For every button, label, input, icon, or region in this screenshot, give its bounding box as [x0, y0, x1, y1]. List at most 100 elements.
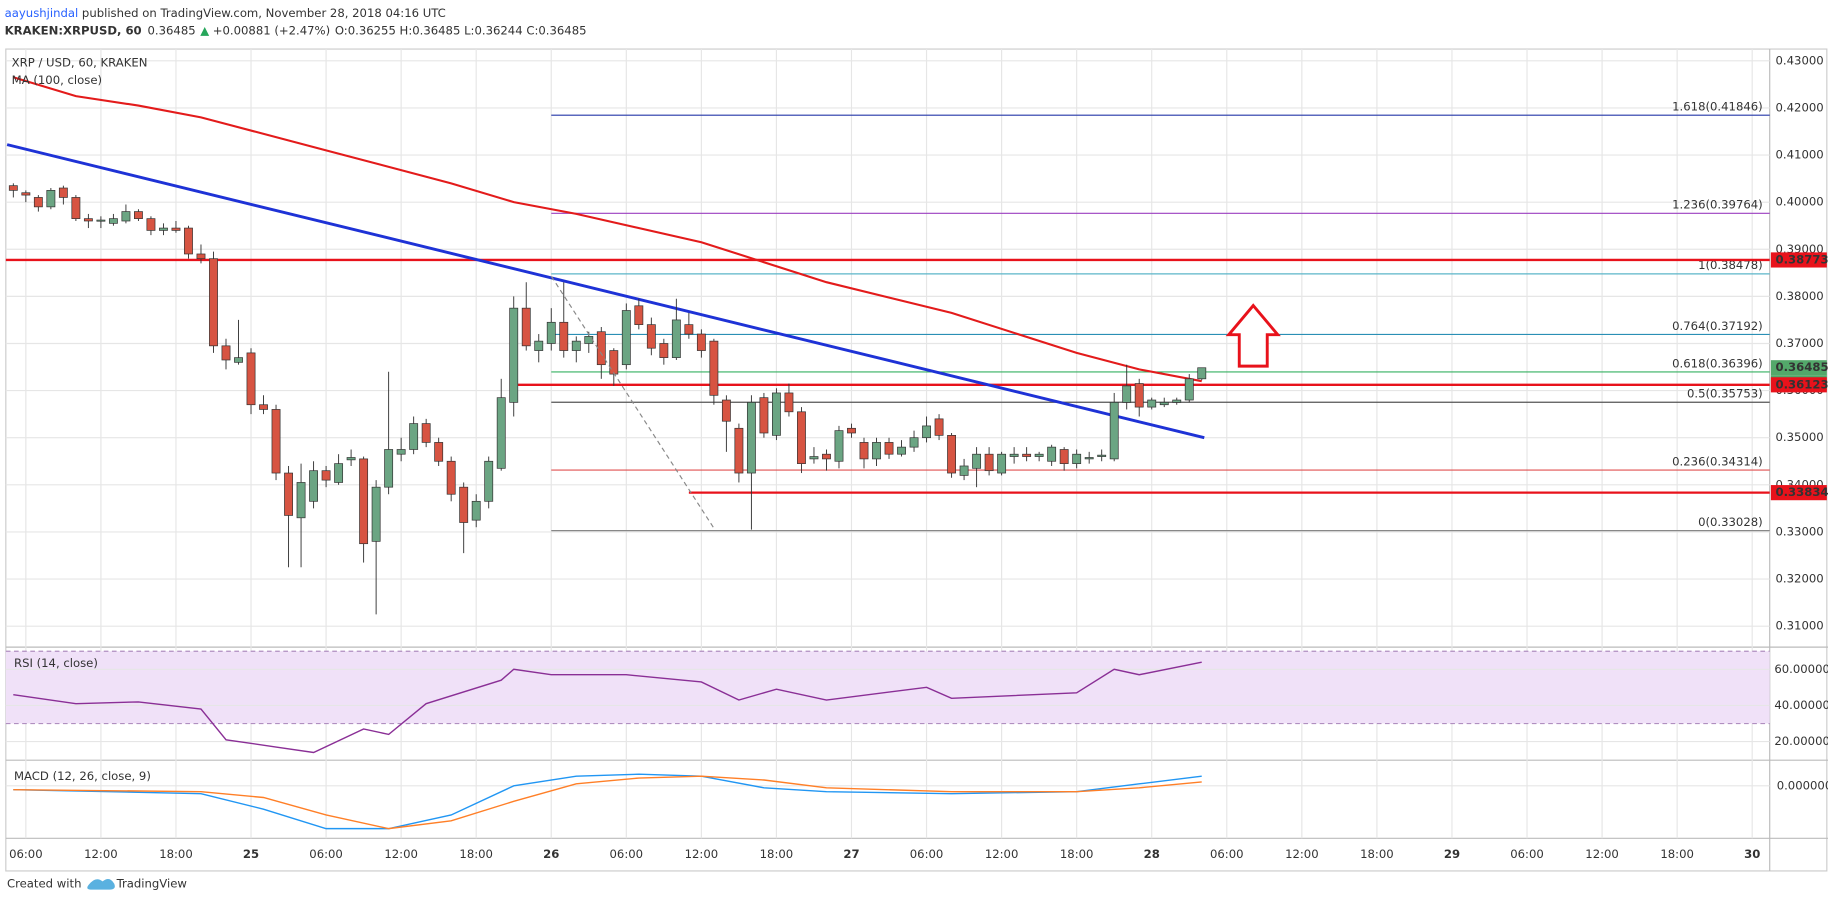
candle-body [872, 442, 881, 460]
candle-body [759, 397, 769, 434]
candle-body [496, 397, 506, 469]
candle-body [396, 449, 406, 455]
footer-created: Created with [7, 876, 81, 890]
candle-body [959, 465, 969, 476]
x-tick-label: 30 [1744, 847, 1760, 861]
candle-body [58, 187, 68, 198]
candle-body [259, 404, 268, 410]
candle-body [1034, 453, 1044, 457]
price-box-label: 0.36485 [1776, 360, 1828, 374]
candle-body [922, 425, 931, 439]
rsi-tick-label: 40.000000 [1774, 698, 1828, 712]
candle-body [671, 319, 681, 358]
candle-body [321, 470, 331, 481]
candle-body [772, 392, 781, 436]
x-tick-label: 12:00 [384, 847, 418, 861]
arrow: ▲ [200, 23, 209, 37]
y-tick-label: 0.37000 [1776, 336, 1824, 350]
main-title: XRP / USD, 60, KRAKEN [12, 56, 148, 70]
fib-label: 0.236(0.34314) [1672, 454, 1763, 468]
x-tick-label: 27 [843, 847, 859, 861]
candle-body [271, 409, 281, 474]
candle-body [571, 340, 581, 351]
symbol: KRAKEN:XRPUSD, 60 [5, 23, 142, 37]
candle-body [534, 340, 544, 351]
candle-body [909, 437, 919, 448]
x-tick-label: 25 [243, 847, 259, 861]
candle-body [71, 197, 81, 219]
candle-body [1172, 399, 1182, 403]
candle-body [1134, 383, 1144, 408]
candle-body [1159, 402, 1169, 406]
y-tick-label: 0.38000 [1776, 289, 1824, 303]
ma-line [12, 76, 1202, 383]
candle-body [897, 446, 906, 455]
x-tick-label: 29 [1444, 847, 1460, 861]
candle-body [734, 427, 744, 474]
candle-body [721, 399, 731, 422]
candle-body [159, 227, 168, 231]
candle-body [1022, 453, 1032, 457]
fib-label: 0.764(0.37192) [1672, 319, 1763, 333]
candle-body [33, 197, 43, 208]
x-tick-label: 18:00 [760, 847, 794, 861]
candle-body [46, 190, 56, 208]
y-tick-label: 0.32000 [1776, 572, 1824, 586]
candle-body [559, 321, 569, 351]
candle-body [1147, 399, 1157, 408]
up-arrow [1225, 303, 1281, 368]
price-box [1770, 377, 1827, 393]
x-tick-label: 06:00 [309, 847, 343, 861]
author[interactable]: aayushjindal [5, 5, 79, 19]
fib-label: 1.236(0.39764) [1672, 198, 1763, 212]
candle-body [296, 482, 306, 519]
candle-body [384, 449, 394, 488]
candle-body [584, 336, 594, 344]
candle-body [108, 218, 118, 224]
candle-body [1059, 449, 1069, 464]
footer-brand[interactable]: TradingView [116, 876, 188, 890]
candle-body [359, 458, 369, 545]
candle-body [709, 340, 719, 396]
macd-line [13, 775, 1202, 830]
macd-line [13, 773, 1202, 830]
header-line: aayushjindal published on TradingView.co… [5, 5, 446, 19]
x-tick-label: 12:00 [1585, 847, 1619, 861]
x-tick-label: 18:00 [1660, 847, 1694, 861]
candle-body [947, 435, 956, 474]
macd-title: MACD (12, 26, close, 9) [14, 769, 151, 783]
brand-icon [87, 879, 115, 890]
candle-body [797, 411, 806, 464]
rsi-line [13, 661, 1202, 754]
candle-body [484, 460, 494, 502]
fib-label: 0.618(0.36396) [1672, 356, 1763, 370]
x-tick-label: 18:00 [459, 847, 493, 861]
rsi-band [5, 651, 1770, 724]
change: +0.00881 (+2.47%) [213, 23, 330, 37]
candle-body [121, 211, 131, 222]
candle-body [234, 357, 243, 363]
candle-body [997, 453, 1007, 474]
x-tick-label: 12:00 [1285, 847, 1319, 861]
candle-body [696, 333, 706, 351]
candle-body [309, 470, 318, 502]
candle-body [684, 324, 694, 335]
fib-label: 1(0.38478) [1698, 258, 1763, 272]
candle-body [1009, 453, 1019, 457]
candle-body [634, 305, 644, 325]
candle-body [246, 352, 256, 406]
candle-body [221, 345, 231, 361]
y-tick-label: 0.31000 [1776, 619, 1824, 633]
candle-body [859, 442, 869, 460]
x-tick-label: 06:00 [9, 847, 43, 861]
x-tick-label: 18:00 [159, 847, 193, 861]
candle-body [1097, 454, 1107, 457]
x-tick-label: 06:00 [910, 847, 944, 861]
candle-body [659, 343, 669, 358]
candle-body [509, 307, 519, 403]
x-tick-label: 18:00 [1360, 847, 1394, 861]
candle-body [409, 423, 419, 450]
symbol-line: KRAKEN:XRPUSD, 60 0.36485 ▲ +0.00881 (+2.47… [5, 23, 587, 37]
rsi-tick-label: 20.000000 [1774, 734, 1828, 748]
